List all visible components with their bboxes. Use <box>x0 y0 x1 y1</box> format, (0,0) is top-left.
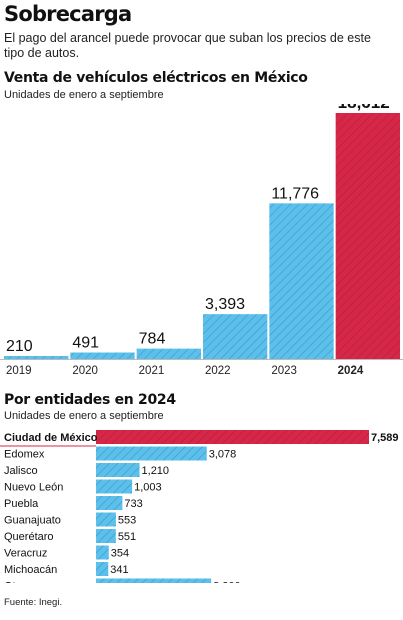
category-label-2020: 2020 <box>72 365 98 377</box>
value-label-2023: 11,776 <box>271 185 319 202</box>
value-label-2: 1,210 <box>142 465 170 477</box>
bar-2023 <box>269 203 334 359</box>
bottom-chart-title: Por entidades en 2024 <box>4 392 176 408</box>
value-label-6: 551 <box>118 531 136 543</box>
page-subtitle: El pago del arancel puede provocar que s… <box>4 31 371 60</box>
category-label-3: Nuevo León <box>4 482 63 494</box>
category-label-4: Puebla <box>4 498 39 510</box>
category-label-2022: 2022 <box>205 365 231 377</box>
source-note: Fuente: Inegi. <box>4 597 63 608</box>
top-chart-subtitle: Unidades de enero a septiembre <box>4 89 164 101</box>
bar-2021 <box>136 348 201 359</box>
value-label-9: 3,200 <box>213 581 241 584</box>
value-label-2024: 18,612 <box>338 104 390 112</box>
category-label-2019: 2019 <box>6 365 32 377</box>
top-chart-title: Venta de vehículos eléctricos en México <box>4 70 308 86</box>
category-label-9: Otros <box>4 581 31 584</box>
bar-2020 <box>70 352 135 359</box>
annual-sales-bar-chart: 210 2019 491 2020 784 2021 3,393 2022 11,776 2023… <box>0 104 403 377</box>
category-label-2021: 2021 <box>139 365 165 377</box>
value-label-0: 7,589 <box>371 432 399 444</box>
bar-Jalisco <box>96 463 140 477</box>
bar-2019 <box>4 356 69 359</box>
value-label-1: 3,078 <box>209 449 237 461</box>
value-label-7: 354 <box>111 548 129 560</box>
bar-Guanajuato <box>96 512 116 527</box>
value-label-4: 733 <box>124 498 142 510</box>
bar-Veracruz <box>96 545 109 560</box>
bar-Edomex <box>96 446 207 461</box>
category-label-1: Edomex <box>4 449 45 461</box>
category-label-2024: 2024 <box>338 365 364 377</box>
category-label-6: Querétaro <box>4 531 54 543</box>
category-label-8: Michoacán <box>4 564 57 576</box>
value-label-8: 341 <box>110 564 128 576</box>
value-label-3: 1,003 <box>134 482 162 494</box>
bar-Nuevo León <box>96 479 133 494</box>
bar-Michoacán <box>96 562 109 576</box>
bar-2024 <box>335 113 400 359</box>
value-label-5: 553 <box>118 515 136 527</box>
bottom-chart-subtitle: Unidades de enero a septiembre <box>4 410 164 422</box>
page-title: Sobrecarga <box>4 2 132 26</box>
category-label-7: Veracruz <box>4 548 47 560</box>
state-sales-bar-chart: Ciudad de México 7,589 Edomex 3,078 Jalisco 1… <box>0 430 399 584</box>
value-label-2021: 784 <box>139 331 166 348</box>
bar-Puebla <box>96 496 123 510</box>
category-label-5: Guanajuato <box>4 515 61 527</box>
bar-2022 <box>203 314 268 359</box>
bar-Otros <box>96 578 212 583</box>
category-label-2: Jalisco <box>4 465 38 477</box>
category-label-0: Ciudad de México <box>4 432 98 444</box>
value-label-2020: 491 <box>72 335 99 352</box>
value-label-2019: 210 <box>6 338 33 355</box>
category-label-2023: 2023 <box>271 365 297 377</box>
bar-Ciudad de México <box>96 430 369 444</box>
value-label-2022: 3,393 <box>205 296 245 313</box>
bar-Querétaro <box>96 529 116 543</box>
